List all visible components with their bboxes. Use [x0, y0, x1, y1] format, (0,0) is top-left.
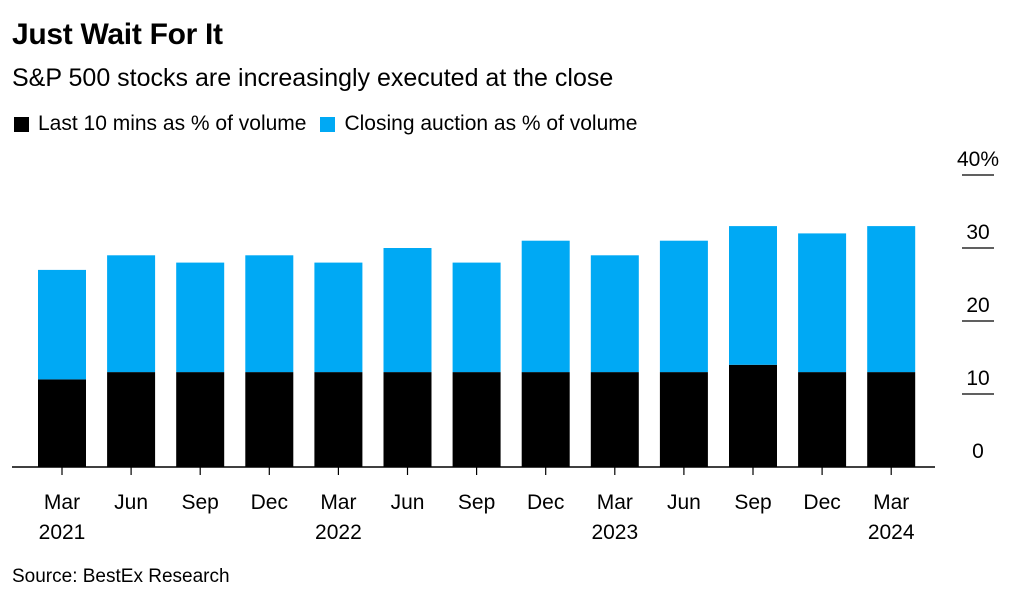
x-tick-label: Mar 2022 [315, 491, 362, 544]
bar-closing-auction [452, 262, 501, 373]
bar-last-10-mins [798, 372, 847, 467]
bar-last-10-mins [107, 372, 156, 467]
bar-closing-auction [107, 255, 156, 373]
x-tick-label: Sep [458, 491, 495, 514]
source-note: Source: BestEx Research [12, 566, 230, 587]
legend-label-closing-auction: Closing auction as % of volume [344, 112, 638, 135]
legend: Last 10 mins as % of volume Closing auct… [14, 112, 651, 136]
x-tick-label: Dec [803, 491, 840, 514]
x-tick-label: Dec [251, 491, 288, 514]
x-tick-label: Dec [527, 491, 564, 514]
bar-closing-auction [659, 240, 708, 373]
legend-label-last-10-mins: Last 10 mins as % of volume [38, 112, 307, 135]
bar-closing-auction [798, 233, 847, 373]
x-tick-label: Jun [114, 491, 148, 514]
bar-closing-auction [314, 262, 363, 373]
bar-last-10-mins [314, 372, 363, 467]
chart-subtitle: S&P 500 stocks are increasingly executed… [12, 64, 614, 92]
x-tick-label: Jun [391, 491, 425, 514]
x-tick-label: Mar 2021 [39, 491, 86, 544]
y-tick-label: 0 [972, 440, 984, 463]
y-tick-label: 40% [957, 148, 999, 171]
legend-swatch-last-10-mins [14, 116, 29, 132]
x-tick-label: Sep [182, 491, 219, 514]
x-tick-label: Sep [734, 491, 771, 514]
bar-last-10-mins [38, 379, 86, 467]
bar-closing-auction [383, 248, 432, 373]
y-tick-label: 30 [966, 221, 989, 244]
bar-closing-auction [176, 262, 225, 373]
x-tick-label: Mar 2024 [868, 491, 915, 544]
bar-last-10-mins [729, 364, 777, 467]
bar-last-10-mins [245, 372, 294, 467]
bar-closing-auction [245, 255, 294, 373]
bar-closing-auction [38, 269, 86, 380]
bar-last-10-mins [521, 372, 570, 467]
chart-title: Just Wait For It [12, 18, 223, 51]
bar-closing-auction [729, 226, 777, 365]
y-tick-label: 10 [966, 367, 989, 390]
x-tick-label: Mar 2023 [591, 491, 638, 544]
legend-item-last-10-mins: Last 10 mins as % of volume [14, 112, 306, 136]
x-tick-label: Jun [667, 491, 701, 514]
legend-item-closing-auction: Closing auction as % of volume [320, 112, 637, 136]
y-tick-label: 20 [966, 294, 989, 317]
bar-closing-auction [590, 255, 639, 373]
bar-last-10-mins [867, 372, 916, 467]
bar-last-10-mins [659, 372, 708, 467]
bar-last-10-mins [452, 372, 501, 467]
bar-closing-auction [867, 226, 916, 373]
bar-last-10-mins [590, 372, 639, 467]
bar-last-10-mins [176, 372, 225, 467]
bar-last-10-mins [383, 372, 432, 467]
legend-swatch-closing-auction [320, 116, 336, 132]
bar-closing-auction [521, 240, 570, 373]
